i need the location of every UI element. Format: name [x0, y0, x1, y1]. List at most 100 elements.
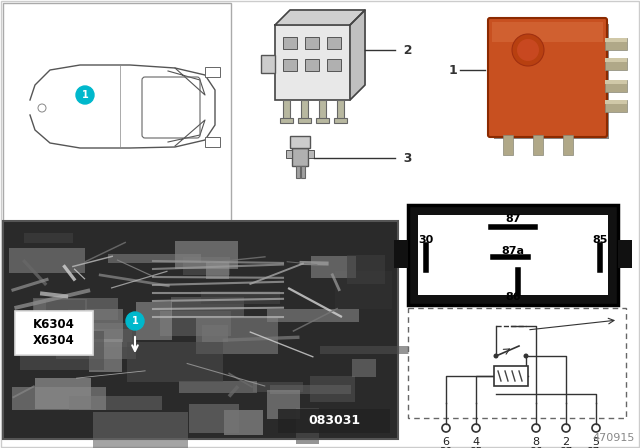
Bar: [503, 135, 513, 155]
Text: 1: 1: [448, 64, 457, 77]
Bar: [93, 413, 188, 448]
Bar: [494, 366, 528, 386]
Bar: [352, 359, 376, 377]
Bar: [17, 330, 92, 351]
Bar: [605, 80, 627, 84]
Bar: [296, 408, 319, 444]
Bar: [316, 118, 329, 123]
Bar: [127, 342, 223, 382]
Text: 86: 86: [529, 447, 543, 448]
Polygon shape: [350, 10, 365, 100]
Text: 8: 8: [532, 437, 540, 447]
Bar: [34, 299, 87, 313]
Bar: [310, 375, 355, 402]
Text: 86: 86: [505, 292, 521, 302]
Bar: [305, 37, 319, 49]
Bar: [283, 37, 297, 49]
Bar: [284, 38, 297, 49]
Bar: [275, 25, 350, 100]
Circle shape: [562, 424, 570, 432]
Bar: [337, 100, 344, 122]
Bar: [283, 59, 297, 71]
Bar: [35, 378, 90, 409]
Bar: [418, 215, 608, 295]
Bar: [334, 118, 347, 123]
Bar: [292, 148, 308, 166]
Bar: [3, 221, 398, 439]
Bar: [179, 381, 257, 393]
Text: 2: 2: [563, 437, 570, 447]
Bar: [3, 3, 231, 221]
Bar: [328, 38, 341, 49]
Circle shape: [126, 312, 144, 330]
Text: 87: 87: [505, 214, 521, 224]
Bar: [408, 205, 618, 305]
Bar: [136, 302, 172, 340]
Polygon shape: [275, 10, 365, 25]
Bar: [68, 309, 124, 342]
Text: 4: 4: [472, 437, 479, 447]
Text: 5: 5: [593, 437, 600, 447]
Text: 1: 1: [132, 316, 138, 326]
Bar: [394, 240, 408, 268]
Bar: [69, 396, 162, 410]
Bar: [8, 248, 85, 273]
Bar: [492, 22, 603, 42]
Text: K6304: K6304: [33, 318, 75, 331]
Circle shape: [493, 353, 499, 358]
Bar: [311, 256, 356, 279]
Text: 85: 85: [469, 447, 483, 448]
Text: X6304: X6304: [33, 335, 75, 348]
Bar: [290, 136, 310, 148]
Bar: [605, 80, 627, 92]
Bar: [278, 409, 390, 433]
Text: 1: 1: [82, 90, 88, 100]
Bar: [205, 137, 220, 147]
Bar: [202, 325, 228, 342]
Bar: [305, 59, 319, 71]
Circle shape: [76, 86, 94, 104]
Circle shape: [517, 39, 539, 61]
Circle shape: [532, 424, 540, 432]
Bar: [605, 100, 627, 112]
Bar: [82, 323, 132, 347]
Bar: [200, 291, 280, 304]
Bar: [284, 60, 297, 71]
Bar: [327, 37, 341, 49]
Circle shape: [442, 424, 450, 432]
Bar: [618, 240, 632, 268]
Bar: [605, 38, 627, 50]
Text: 2: 2: [395, 43, 413, 56]
Bar: [12, 387, 106, 410]
Bar: [533, 135, 543, 155]
Bar: [301, 100, 308, 122]
Bar: [160, 311, 231, 336]
Bar: [327, 59, 341, 71]
Bar: [24, 233, 73, 242]
Bar: [224, 409, 262, 435]
Circle shape: [512, 34, 544, 66]
Bar: [605, 38, 627, 42]
Text: 3: 3: [395, 151, 412, 164]
Bar: [308, 150, 314, 158]
Text: 30: 30: [419, 235, 434, 245]
Bar: [347, 255, 385, 284]
Bar: [20, 331, 104, 370]
Circle shape: [592, 424, 600, 432]
Bar: [563, 135, 573, 155]
Circle shape: [524, 353, 529, 358]
Bar: [286, 150, 292, 158]
Bar: [196, 318, 278, 354]
Bar: [306, 60, 319, 71]
Bar: [183, 257, 230, 275]
Text: 6: 6: [442, 437, 449, 447]
Bar: [320, 345, 410, 354]
Bar: [605, 58, 627, 62]
Circle shape: [472, 424, 480, 432]
Bar: [605, 58, 627, 70]
Bar: [253, 382, 303, 392]
Bar: [267, 309, 360, 323]
Bar: [189, 405, 239, 433]
Text: 87: 87: [559, 447, 573, 448]
Bar: [301, 166, 305, 178]
